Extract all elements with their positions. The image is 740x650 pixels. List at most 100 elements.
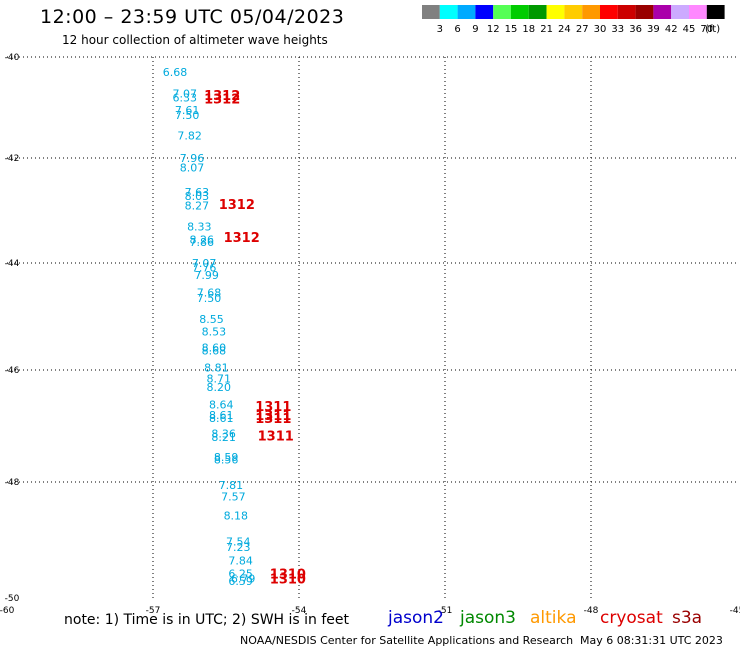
swh-value: 7.07 — [192, 257, 217, 270]
legend-swatch — [671, 5, 689, 19]
swh-value: 7.07 — [172, 87, 197, 100]
legend-label: 27 — [576, 24, 589, 35]
legend-label: 6 — [454, 24, 460, 35]
swh-value: 8.21 — [211, 431, 236, 444]
pass-time-label: 1312 — [204, 89, 240, 104]
credit-line: NOAA/NESDIS Center for Satellite Applica… — [240, 634, 574, 647]
y-tick-label: -50 — [5, 594, 20, 604]
swh-value: 8.36 — [211, 427, 236, 440]
legend-swatch — [493, 5, 511, 19]
legend-swatch — [600, 5, 618, 19]
swh-value: 8.53 — [202, 325, 227, 338]
x-tick-label: -45 — [730, 606, 740, 616]
x-tick-label: -54 — [292, 606, 307, 616]
legend-label: 36 — [629, 24, 642, 35]
pass-time-label: 1311 — [255, 412, 291, 427]
pass-time-label: 1311 — [255, 409, 291, 424]
satellite-label-altika: altika — [530, 608, 577, 628]
pass-time-label: 1310 — [270, 572, 306, 587]
swh-value: 8.55 — [199, 313, 224, 326]
x-tick-label: -60 — [0, 606, 15, 616]
swh-value: 7.84 — [228, 554, 253, 567]
map-title: 12:00 – 23:59 UTC 05/04/2023 — [40, 6, 345, 28]
legend-label: 42 — [665, 24, 678, 35]
legend-unit: (ft) — [705, 24, 720, 35]
swh-value: 7.96 — [180, 152, 205, 165]
swh-value: 7.86 — [190, 236, 215, 249]
footer-note: note: 1) Time is in UTC; 2) SWH is in fe… — [64, 612, 350, 628]
legend-swatch — [689, 5, 707, 19]
swh-value: 8.33 — [187, 220, 212, 233]
swh-value: 8.64 — [209, 399, 234, 412]
pass-time-label: 1310 — [270, 568, 306, 583]
swh-value: 7.82 — [177, 129, 202, 142]
map-subtitle: 12 hour collection of altimeter wave hei… — [62, 33, 328, 47]
swh-value: 8.61 — [209, 409, 234, 422]
legend-label: 30 — [594, 24, 607, 35]
y-tick-label: -48 — [5, 478, 20, 488]
legend-swatch — [582, 5, 600, 19]
swh-values: 6.687.076.337.617.507.827.968.077.638.03… — [163, 66, 256, 588]
legend-label: 45 — [683, 24, 696, 35]
swh-value: 6.33 — [172, 91, 197, 104]
legend-label: 18 — [522, 24, 535, 35]
swh-value: 8.71 — [207, 372, 232, 385]
satellite-label-jason3: jason3 — [460, 608, 516, 628]
swh-value: 7.57 — [221, 491, 246, 504]
swh-value: 8.18 — [224, 510, 249, 523]
swh-value: 8.20 — [207, 381, 232, 394]
swh-value: 7.23 — [226, 541, 251, 554]
legend-swatch — [475, 5, 494, 19]
swh-value: 7.99 — [194, 269, 219, 282]
swh-value: 7.76 — [192, 261, 217, 274]
legend-label: 21 — [540, 24, 553, 35]
satellite-label-cryosat: cryosat — [600, 608, 663, 628]
y-tick-label: -42 — [5, 154, 20, 164]
legend-swatch — [546, 5, 565, 19]
swh-value: 8.07 — [180, 161, 205, 174]
legend-label: 3 — [437, 24, 443, 35]
swh-value: 7.63 — [185, 186, 210, 199]
swh-value: 7.68 — [197, 286, 222, 299]
swh-value: 8.60 — [202, 342, 227, 355]
legend-label: 24 — [558, 24, 571, 35]
swh-value: 8.59 — [214, 451, 239, 464]
legend-label: 9 — [472, 24, 478, 35]
swh-value: 7.50 — [175, 109, 200, 122]
swh-value: 8.61 — [209, 412, 234, 425]
legend-swatch — [439, 5, 458, 19]
legend-swatch — [706, 5, 725, 19]
pass-time-label: 1312 — [204, 92, 240, 107]
swh-value: 6.59 — [228, 575, 253, 588]
swh-value: 8.81 — [204, 361, 229, 374]
pass-time-label: 1311 — [255, 400, 291, 415]
swh-value: 7.61 — [175, 104, 200, 117]
pass-time-label: 1311 — [258, 430, 294, 445]
satellite-label-jason2: jason2 — [388, 608, 444, 628]
legend-swatch — [564, 5, 583, 19]
swh-value: 7.50 — [197, 292, 222, 305]
satellite-label-s3a: s3a — [672, 608, 703, 628]
graticule — [7, 56, 737, 598]
x-tick-label: -51 — [438, 606, 453, 616]
swh-value: 8.26 — [190, 233, 215, 246]
swh-value: 6.68 — [163, 66, 188, 79]
legend-swatch — [617, 5, 636, 19]
y-tick-label: -40 — [5, 53, 20, 63]
swh-value: 8.68 — [202, 345, 227, 358]
x-tick-label: -48 — [584, 606, 599, 616]
y-tick-label: -46 — [5, 366, 20, 376]
swh-value: 7.81 — [219, 479, 244, 492]
swh-value: 6.25 — [228, 568, 253, 581]
legend-swatch — [422, 5, 440, 19]
legend-label: 15 — [505, 24, 518, 35]
pass-time-label: 1312 — [224, 231, 260, 246]
swh-value: 8.03 — [185, 190, 210, 203]
legend-swatch — [653, 5, 672, 19]
legend-label: 39 — [647, 24, 660, 35]
y-tick-label: -44 — [5, 259, 20, 269]
legend-swatch — [457, 5, 476, 19]
x-tick-label: -57 — [146, 606, 161, 616]
